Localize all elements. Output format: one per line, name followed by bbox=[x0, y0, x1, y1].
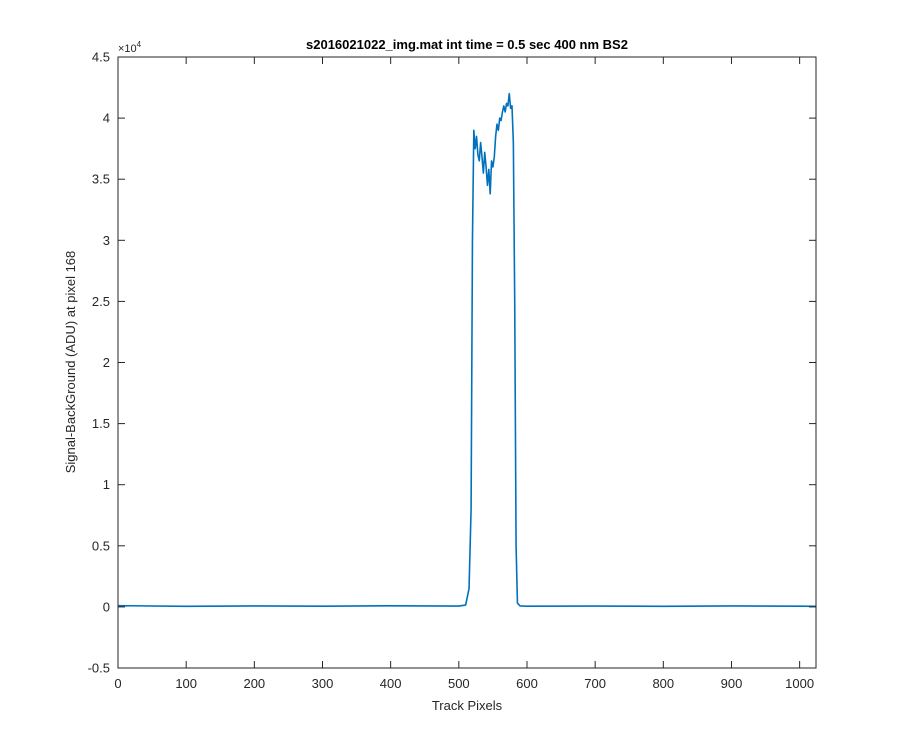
axes-box bbox=[117, 56, 817, 669]
y-tick-label: 1.5 bbox=[92, 416, 110, 431]
x-tick-label: 800 bbox=[652, 676, 674, 691]
y-tick-label: 4 bbox=[103, 111, 110, 126]
y-tick-label: -0.5 bbox=[88, 661, 110, 676]
y-axis-multiplier: ×104 bbox=[118, 40, 142, 55]
y-tick-label: 2.5 bbox=[92, 294, 110, 309]
y-tick-label: 4.5 bbox=[92, 50, 110, 65]
y-tick-label: 2 bbox=[103, 355, 110, 370]
x-tick-label: 600 bbox=[516, 676, 538, 691]
ticks-layer: 0 100 200 300 400 500 600 700 800 900 1000 -0.5 0 0.5… bbox=[88, 50, 816, 691]
y-tick-label: 0 bbox=[103, 599, 110, 614]
chart-title: s2016021022_img.mat int time = 0.5 sec 4… bbox=[306, 37, 628, 52]
y-tick-label: 3.5 bbox=[92, 172, 110, 187]
series-line bbox=[117, 92, 817, 608]
multiplier-exponent: 4 bbox=[137, 40, 142, 49]
multiplier-base: ×10 bbox=[118, 43, 137, 55]
x-tick-label: 700 bbox=[584, 676, 606, 691]
x-tick-label: 100 bbox=[175, 676, 197, 691]
x-tick-label: 900 bbox=[721, 676, 743, 691]
series-layer bbox=[117, 92, 817, 608]
plot-area bbox=[118, 57, 816, 668]
x-tick-label: 400 bbox=[380, 676, 402, 691]
y-axis-title: Signal-BackGround (ADU) at pixel 168 bbox=[63, 251, 78, 474]
y-tick-label: 1 bbox=[103, 477, 110, 492]
y-tick-label: 0.5 bbox=[92, 538, 110, 553]
y-tick-label: 3 bbox=[103, 233, 110, 248]
x-tick-label: 300 bbox=[312, 676, 334, 691]
x-tick-label: 1000 bbox=[785, 676, 814, 691]
x-axis-title: Track Pixels bbox=[432, 698, 503, 713]
x-tick-label: 0 bbox=[114, 676, 121, 691]
x-tick-label: 200 bbox=[243, 676, 265, 691]
x-tick-label: 500 bbox=[448, 676, 470, 691]
